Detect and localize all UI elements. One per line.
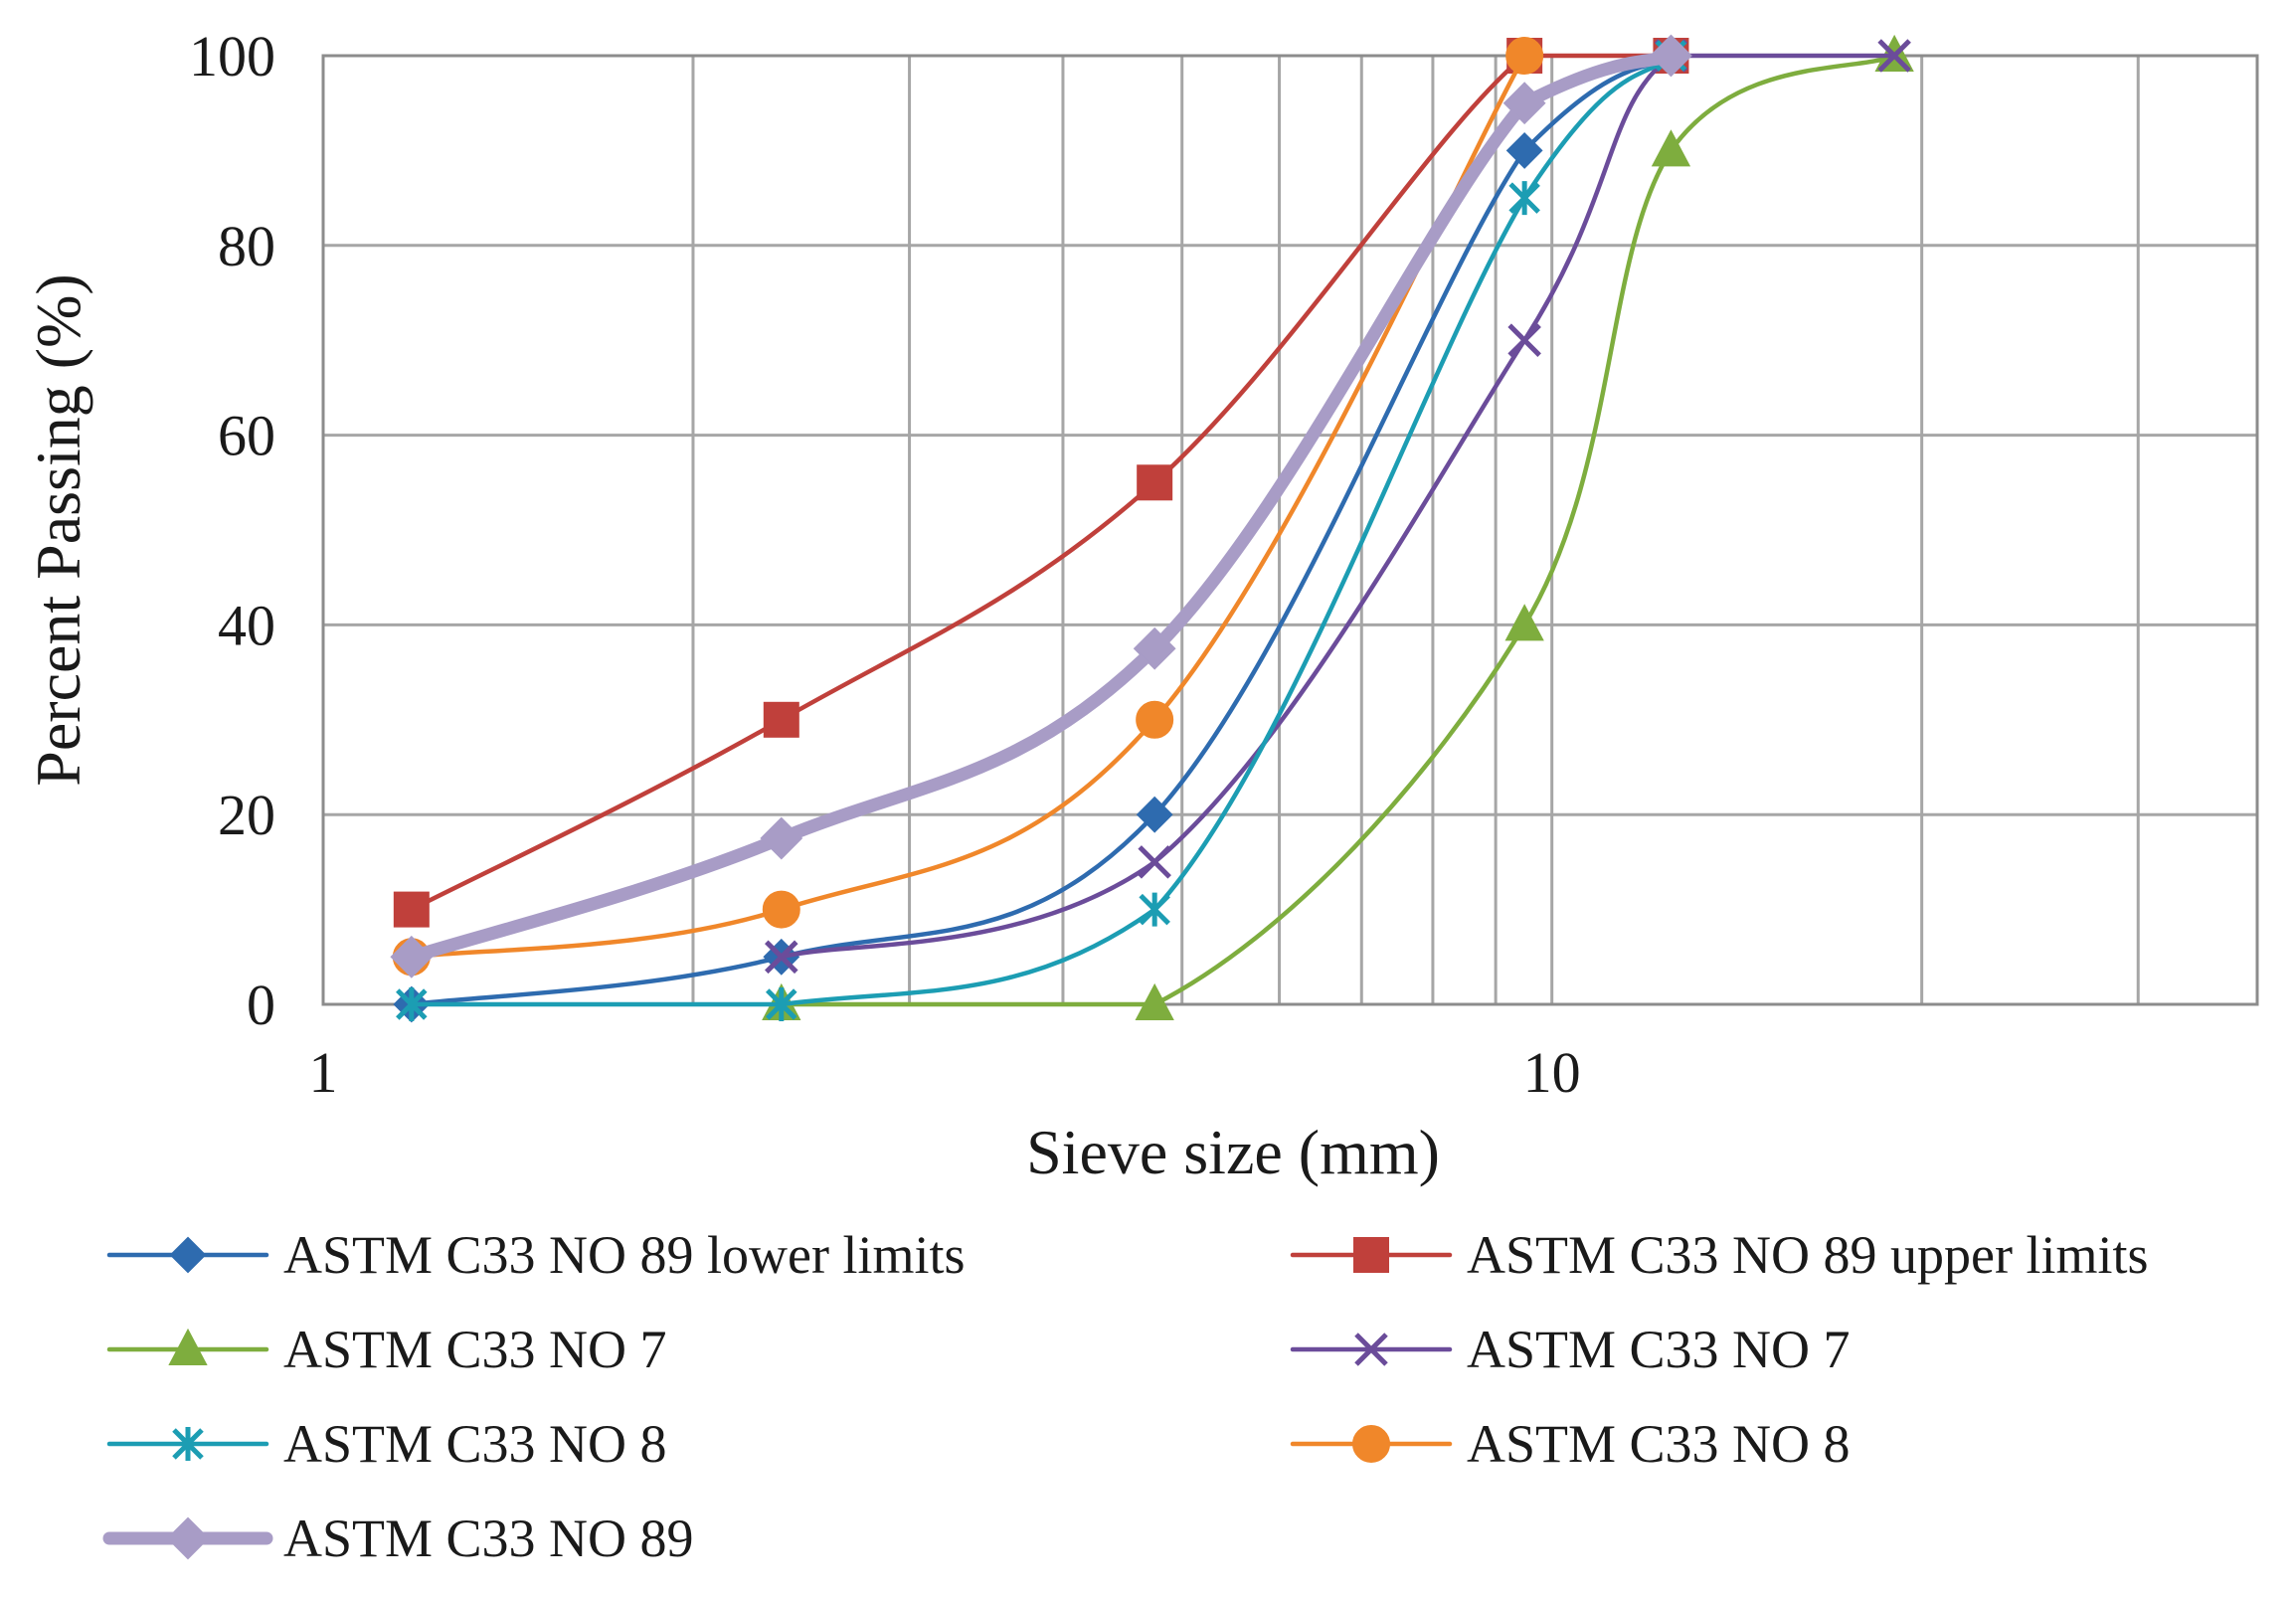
series-3	[762, 34, 1914, 1020]
data-point	[766, 987, 797, 1021]
series-5	[396, 39, 1687, 1021]
data-point	[1508, 181, 1540, 216]
data-point	[762, 890, 800, 929]
data-point	[1137, 464, 1173, 501]
series-line	[409, 53, 1674, 1007]
data-point	[763, 701, 799, 738]
y-tick-label: 40	[218, 593, 275, 657]
legend-marker	[166, 1516, 210, 1560]
y-axis-title: Percent Passing (%)	[23, 273, 93, 786]
x-axis-title: Sieve size (mm)	[1026, 1117, 1440, 1187]
data-point	[760, 816, 803, 860]
series-line	[409, 53, 1674, 1007]
data-point	[1505, 37, 1544, 75]
legend-label: ASTM C33 NO 89 lower limits	[283, 1225, 966, 1285]
legend-item: ASTM C33 NO 7	[1290, 1320, 1851, 1379]
legend-marker	[172, 1427, 204, 1461]
legend-label: ASTM C33 NO 8	[283, 1414, 667, 1474]
data-point	[1651, 129, 1691, 167]
legend-label: ASTM C33 NO 7	[283, 1320, 667, 1379]
y-tick-label: 100	[189, 24, 275, 89]
data-point	[1133, 626, 1176, 670]
data-point	[390, 935, 434, 978]
x-tick-label: 1	[309, 1040, 338, 1105]
legend-item: ASTM C33 NO 7	[106, 1320, 667, 1379]
legend-item: ASTM C33 NO 89 lower limits	[106, 1225, 966, 1285]
legend-label: ASTM C33 NO 8	[1467, 1414, 1851, 1474]
series-line	[779, 53, 1897, 1007]
series-line	[409, 53, 1674, 912]
data-point	[396, 987, 428, 1021]
data-point	[1504, 604, 1544, 641]
legend-label: ASTM C33 NO 7	[1467, 1320, 1851, 1379]
series-7	[390, 34, 1692, 978]
data-point	[1139, 892, 1170, 927]
data-point	[765, 940, 798, 975]
y-tick-label: 20	[218, 783, 275, 847]
legend-item: ASTM C33 NO 89 upper limits	[1290, 1225, 2149, 1285]
data-point	[1502, 82, 1546, 125]
data-point	[1505, 131, 1543, 169]
series-layer	[390, 34, 1914, 1023]
legend-label: ASTM C33 NO 89 upper limits	[1467, 1225, 2149, 1285]
y-tick-label: 60	[218, 404, 275, 468]
legend-marker	[169, 1236, 207, 1274]
data-point	[1136, 796, 1173, 833]
data-point	[1136, 700, 1174, 739]
y-tick-label: 80	[218, 214, 275, 278]
legend-item: ASTM C33 NO 89	[102, 1509, 694, 1568]
series-1	[393, 37, 1689, 1023]
data-point	[1877, 39, 1911, 73]
series-6	[392, 37, 1544, 977]
legend: ASTM C33 NO 89 lower limits ASTM C33 NO 8…	[102, 1225, 2149, 1568]
legend-marker	[168, 1328, 208, 1365]
series-line	[409, 53, 1527, 960]
legend-item: ASTM C33 NO 8	[1290, 1414, 1851, 1474]
legend-marker	[1353, 1237, 1389, 1273]
data-point	[1507, 323, 1541, 357]
series-4	[765, 39, 1911, 975]
y-tick-label: 0	[247, 973, 275, 1037]
data-point	[1138, 845, 1171, 879]
data-point	[1135, 982, 1174, 1020]
tick-labels: 0 20 40 60 80 100 1 10	[189, 24, 1581, 1105]
legend-label: ASTM C33 NO 89	[283, 1509, 694, 1568]
legend-marker	[1352, 1425, 1390, 1463]
legend-item: ASTM C33 NO 8	[106, 1414, 667, 1474]
data-point	[1650, 34, 1692, 78]
legend-marker	[1354, 1333, 1388, 1366]
data-point	[393, 891, 430, 928]
series-2	[393, 38, 1689, 928]
series-line	[779, 53, 1897, 960]
plot-area-border	[321, 54, 2259, 1006]
x-tick-label: 10	[1523, 1040, 1581, 1105]
grid	[321, 54, 2257, 1006]
